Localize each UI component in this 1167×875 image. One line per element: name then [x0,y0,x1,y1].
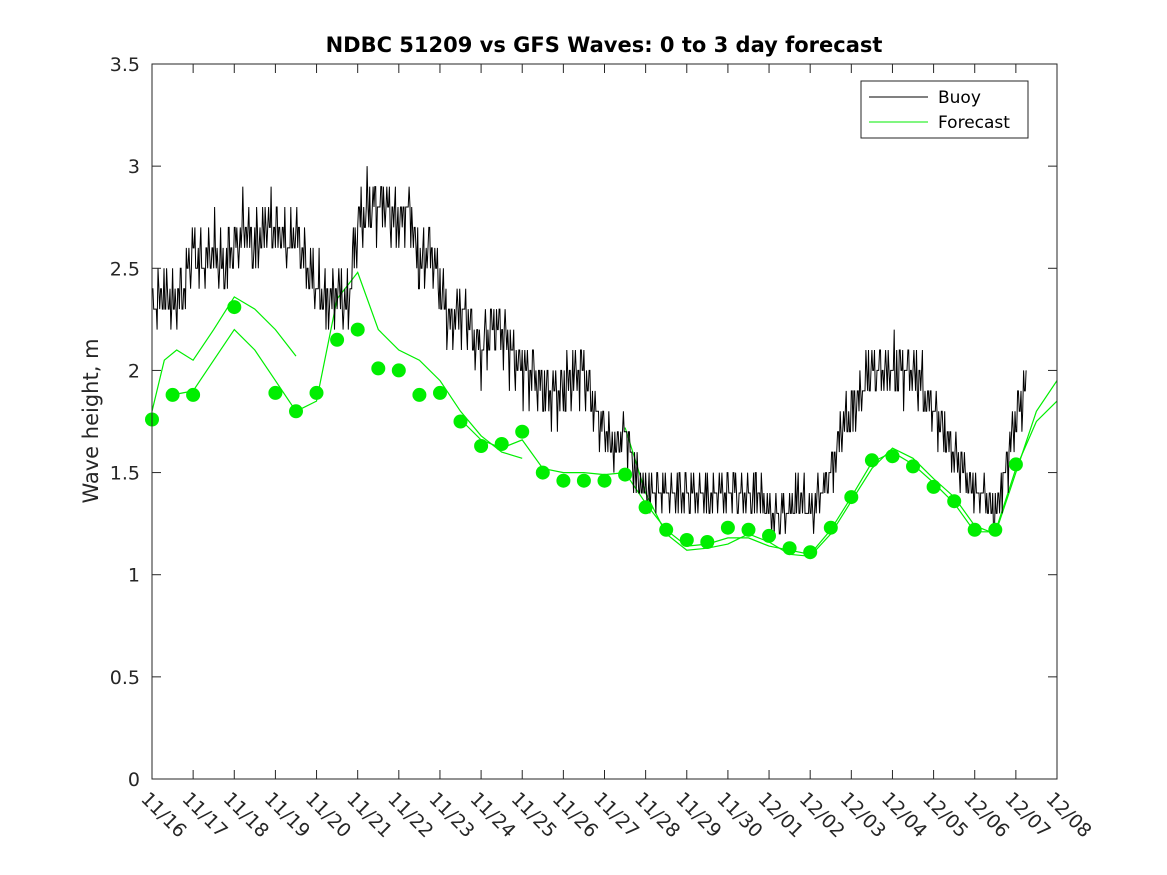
forecast-point [720,520,735,535]
forecast-point [967,522,982,537]
forecast-point [906,459,920,474]
y-axis: 0 0.5 1 1.5 2 2.5 3 3.5 [110,54,1057,791]
forecast-point [823,520,838,535]
forecast-point [679,533,694,547]
forecast-point [227,300,242,315]
forecast-run-line-3 [624,380,1058,557]
forecast-point [289,404,303,419]
forecast-point [1008,457,1023,472]
forecast-point [803,545,818,560]
forecast-point [268,385,283,400]
forecast-point [453,414,468,429]
buoy-series-line [152,166,1027,535]
y-tick-label: 1 [128,565,140,587]
forecast-point [556,473,571,488]
forecast-point [474,439,489,453]
forecast-point [515,424,530,439]
forecast-point [864,453,879,468]
forecast-point [391,363,406,378]
legend: Buoy Forecast [860,80,1029,139]
forecast-point [535,465,550,480]
y-tick-label: 0.5 [110,667,140,689]
legend-buoy-label: Buoy [938,88,981,108]
forecast-point [988,522,1003,537]
forecast-point [186,387,201,402]
forecast-point [926,479,941,494]
forecast-point [700,535,715,549]
legend-forecast-label: Forecast [938,113,1010,133]
forecast-point [350,322,365,337]
forecast-point [412,387,427,402]
forecast-point [597,473,612,488]
forecast-point [885,449,900,464]
forecast-point [309,385,324,400]
forecast-point [330,332,345,347]
forecast-point [741,522,756,537]
forecast-point [782,541,797,556]
forecast-point [371,361,386,376]
forecast-point [576,473,591,488]
y-tick-label: 3 [128,156,140,178]
forecast-point [618,467,633,482]
y-tick-label: 0 [128,769,140,791]
forecast-run-line-2 [460,400,1058,555]
y-tick-label: 2.5 [110,258,140,280]
forecast-point [762,528,776,543]
forecast-point [165,387,180,402]
chart-title: NDBC 51209 vs GFS Waves: 0 to 3 day fore… [326,33,883,57]
forecast-run-line-0 [151,296,297,412]
legend-box [860,80,1029,139]
forecast-point [659,522,674,537]
forecast-point [638,500,653,515]
y-axis-label: Wave height, m [79,338,103,503]
y-tick-label: 1.5 [110,463,140,485]
forecast-point [494,437,509,451]
forecast-point [947,494,962,509]
y-tick-label: 2 [128,360,140,382]
y-tick-label: 3.5 [110,54,140,76]
forecast-point [433,385,447,400]
forecast-point [844,490,859,505]
